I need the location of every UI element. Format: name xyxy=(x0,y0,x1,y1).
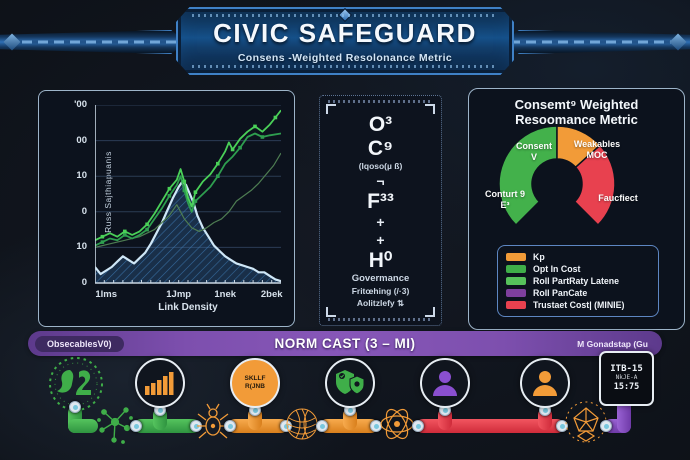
mesh-sphere-icon xyxy=(286,408,318,440)
formula-symbol: H⁰ xyxy=(368,248,393,272)
pipe-node xyxy=(556,420,568,432)
legend-swatch xyxy=(506,301,526,309)
pipe-green-elbow xyxy=(68,419,98,433)
x-tick: 2bek xyxy=(260,289,283,300)
y-tick: 0 xyxy=(81,276,87,288)
formula-symbol: ¬ xyxy=(376,172,385,189)
pipeline: SKLLF R(JNB xyxy=(0,351,690,460)
badge-line: 15:75 xyxy=(613,382,640,393)
legend-row: Roll PartRaty Latene xyxy=(506,276,650,286)
y-tick: 10 xyxy=(76,241,87,253)
header-ornament-left xyxy=(0,30,186,54)
legend-label: Kp xyxy=(533,252,545,262)
legend-swatch xyxy=(506,277,526,285)
stage-badge-node[interactable]: ITB-15 NkJE-A 15:75 xyxy=(599,351,654,406)
gauge-donut-chart xyxy=(498,125,616,227)
pipe-node xyxy=(69,401,81,413)
formula-panel: O³ C⁹ (lqoso(µ ß) ¬ F³³ + + H⁰ Govermanc… xyxy=(319,95,442,326)
stage-orange-user-node[interactable] xyxy=(520,358,570,408)
slice-label-faucfiect: Faucfiect xyxy=(598,193,638,203)
atom-icon xyxy=(380,408,414,440)
legend-label: Roll PartRaty Latene xyxy=(533,276,620,286)
legend-swatch xyxy=(506,265,526,273)
pipe-node xyxy=(412,420,424,432)
legend-row: Opt In Cost xyxy=(506,264,650,274)
stage-bar-chart-node[interactable] xyxy=(135,358,185,408)
shields-icon xyxy=(336,370,365,395)
stage-purple-user-node[interactable] xyxy=(420,358,470,408)
legend-swatch xyxy=(506,253,526,261)
plus-symbol: + xyxy=(376,231,385,248)
y-tick: 00 xyxy=(76,134,87,146)
slice-label-weakables: Weakables MOC xyxy=(573,139,621,160)
legend-label: Roll PanCate xyxy=(533,288,588,298)
plus-symbol: + xyxy=(376,214,385,231)
x-tick: 1lms xyxy=(95,289,117,300)
formula-symbol: C⁹ xyxy=(367,136,394,160)
legend-label: Opt In Cost xyxy=(533,264,581,274)
pipe-node xyxy=(190,420,202,432)
pipe-node xyxy=(130,420,142,432)
legend-row: Roll PanCate xyxy=(506,288,650,298)
formula-note: (lqoso(µ ß) xyxy=(358,161,403,172)
y-axis-ticks: '00 00 10 0 10 0 xyxy=(61,99,87,288)
banner-left-label: ObsecablesV0) xyxy=(35,335,124,352)
skllf-label: SKLLF R(JNB xyxy=(244,374,266,390)
line-chart-panel: Russ Sajthiapuanis '00 00 10 0 10 0 1lms… xyxy=(38,90,295,327)
formula-caption: Govermance xyxy=(351,273,410,285)
bar-chart-icon xyxy=(145,372,174,395)
pipe-red xyxy=(416,419,564,433)
page-subtitle: Consens -Weighted Resolonance Metric xyxy=(237,52,453,64)
legend-row: Trustaet Cost| (MINIE) xyxy=(506,300,650,310)
header-ornament-right xyxy=(504,30,690,54)
banner-right-label: M Gonadstap (Gu xyxy=(577,338,648,349)
slice-label-consent: Consent V xyxy=(516,141,552,162)
pipe-node xyxy=(224,420,236,432)
user-icon xyxy=(433,371,457,396)
banner-title: NORM CAST (3 – MI) xyxy=(274,336,416,351)
pipe-node xyxy=(600,420,612,432)
title-plaque: CIVIC SAFEGUARD Consens -Weighted Resolo… xyxy=(176,7,514,75)
gauge-title-line2: Resoomance Metric xyxy=(515,111,638,127)
gauge-legend: Kp Opt In Cost Roll PartRaty Latene Roll… xyxy=(497,245,659,317)
badge-line: ITB-15 xyxy=(610,363,643,374)
legend-label: Trustaet Cost| (MINIE) xyxy=(533,300,625,310)
x-axis-title: Link Density xyxy=(158,302,218,313)
line-chart xyxy=(95,105,281,284)
y-tick: 0 xyxy=(81,205,87,217)
slice-label-conturt: Conturt 9 E³ xyxy=(485,189,525,210)
x-axis-ticks: 1lms 1Jmp 1nek 2bek xyxy=(95,289,283,301)
pipe-node xyxy=(316,420,328,432)
stage-shields-node[interactable] xyxy=(325,358,375,408)
legend-row: Kp xyxy=(506,252,650,262)
badge-line: NkJE-A xyxy=(615,374,638,382)
legend-swatch xyxy=(506,289,526,297)
stage-skllf-node[interactable]: SKLLF R(JNB xyxy=(230,358,280,408)
x-tick: 1Jmp xyxy=(166,289,192,300)
norm-cast-banner: ObsecablesV0) NORM CAST (3 – MI) M Gonad… xyxy=(28,331,662,356)
header: CIVIC SAFEGUARD Consens -Weighted Resolo… xyxy=(0,0,690,86)
y-tick: 10 xyxy=(76,170,87,182)
pipe-green xyxy=(134,419,200,433)
user-icon xyxy=(533,371,557,396)
formula-symbol: O³ xyxy=(368,112,393,136)
page-title: CIVIC SAFEGUARD xyxy=(213,18,477,48)
gauge-title: Consemt⁹ Weighted Resoomance Metric xyxy=(469,97,684,128)
network-icon xyxy=(97,407,133,444)
gauge-title-line1: Consemt⁹ Weighted xyxy=(514,97,639,112)
formula-caption: Aolitzlefy ⇅ xyxy=(356,297,405,308)
x-tick: 1nek xyxy=(214,289,237,300)
formula-symbol: F³³ xyxy=(367,190,394,214)
formula-caption: Fritœhing (/·3) xyxy=(351,286,410,297)
gauge-panel: Consemt⁹ Weighted Resoomance Metric Cons… xyxy=(468,88,685,330)
y-tick: '00 xyxy=(74,99,87,110)
